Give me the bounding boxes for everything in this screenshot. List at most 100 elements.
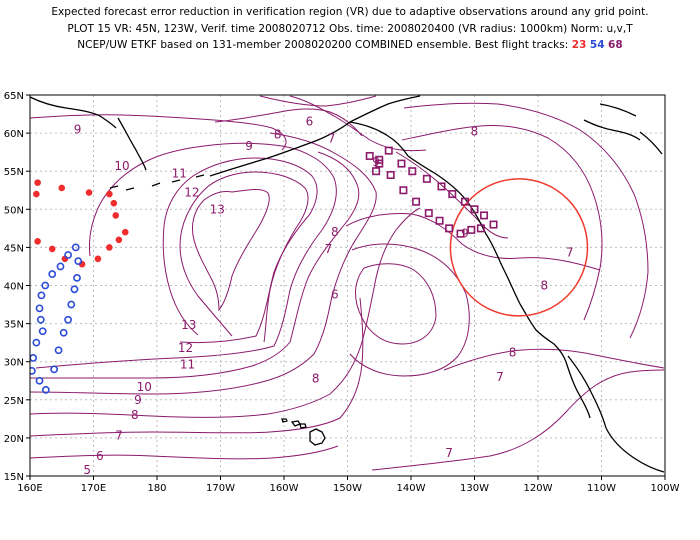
title-line-2: PLOT 15 VR: 45N, 123W, Verif. time 20080… [67, 22, 633, 35]
contour-value-label: 12 [178, 341, 193, 355]
track-54-marker [64, 251, 72, 259]
contour-value-label: 9 [245, 139, 253, 153]
lon-tick-label: 180 [147, 483, 166, 494]
coast-nw-territories [599, 103, 663, 155]
track-a-legend: 23 [571, 39, 587, 51]
coast-baja-peninsula [565, 361, 591, 419]
track-68-marker [467, 225, 476, 234]
hawaii-maui-oahu [281, 418, 307, 429]
contour-value-label: 8 [274, 128, 282, 142]
track-b-legend: 54 [589, 39, 605, 51]
title-line-3-prefix: NCEP/UW ETKF based on 131-member 2008020… [77, 39, 569, 51]
contour-lines [30, 95, 665, 471]
contour-value-label: 9 [461, 227, 469, 241]
track-23-marker [34, 238, 41, 245]
track-23-marker [16, 227, 23, 234]
track-54-marker [35, 376, 44, 385]
coast-sea-of-okhotsk [30, 96, 117, 129]
coast-gulf-of-california [567, 355, 607, 429]
lon-tick-label: 160E [17, 483, 42, 494]
track-68-marker [448, 190, 457, 199]
track-68-marker [412, 197, 421, 206]
track-54-marker [67, 300, 76, 309]
contour-value-label: 6 [96, 449, 104, 463]
contour-10 [35, 142, 337, 369]
contour-9-east [395, 151, 509, 239]
coastlines [30, 95, 665, 473]
contour-7-far-south [371, 369, 665, 471]
coast-bc-pacific-nw [407, 155, 521, 305]
track-23-marker [106, 244, 113, 251]
flight-track-23 [16, 179, 129, 268]
track-54-marker [41, 385, 50, 394]
contour-value-label: 7 [566, 246, 574, 260]
track-54-marker [35, 304, 44, 313]
coast-kamchatka [117, 117, 147, 171]
contour-value-label: 9 [134, 393, 142, 407]
track-54-marker [74, 257, 83, 266]
track-23-marker [85, 189, 93, 196]
contour-value-label: 7 [496, 370, 504, 384]
contour-value-label: 6 [331, 288, 339, 302]
contour-13-closed [191, 189, 270, 312]
lon-tick-label: 110W [587, 483, 616, 494]
track-23-marker [58, 184, 66, 192]
lat-tick-label: 20N [4, 434, 24, 445]
lat-tick-label: 30N [4, 358, 24, 369]
contour-8-west [30, 132, 377, 395]
graticule [30, 95, 665, 476]
axes: 160E 170E 180 170W 160W 150W 140W 130W 120W 110W 1… [4, 91, 680, 494]
track-23-marker [115, 236, 123, 244]
track-23-marker [112, 212, 120, 219]
contour-value-label: 8 [312, 371, 320, 385]
contour-value-label: 9 [372, 155, 380, 169]
lon-tick-label: 160W [270, 483, 299, 494]
contour-8-upper [214, 108, 363, 137]
coast-aleutian-chain [109, 174, 205, 191]
lat-tick-label: 15N [4, 472, 24, 483]
lon-tick-label: 170E [81, 483, 106, 494]
lon-tick-label: 140W [397, 483, 426, 494]
contour-7-ne [403, 102, 649, 339]
title-line-3: NCEP/UW ETKF based on 131-member 2008020… [0, 37, 700, 54]
lat-tick-label: 40N [4, 282, 24, 293]
track-68-marker [422, 174, 431, 183]
lat-tick-label: 55N [4, 167, 24, 178]
track-54-marker [70, 285, 79, 294]
contour-value-label: 11 [172, 166, 187, 180]
lat-tick-label: 35N [4, 320, 24, 331]
coast-gulf-of-alaska [349, 121, 409, 157]
track-c-legend: 68 [608, 39, 623, 51]
contour-value-label: 7 [328, 131, 336, 145]
contour-value-label: 5 [83, 463, 91, 477]
contour-value-label: 12 [184, 186, 199, 200]
track-23-marker [94, 255, 102, 263]
track-68-marker [384, 146, 393, 155]
lon-tick-label: 100W [651, 483, 680, 494]
track-68-marker [470, 205, 479, 214]
lon-tick-label: 120W [524, 483, 553, 494]
lat-tick-label: 50N [4, 205, 24, 216]
title-line-1: Expected forecast error reduction in ver… [51, 6, 649, 18]
track-54-marker [36, 315, 45, 324]
track-68-marker [489, 220, 498, 229]
track-23-marker [110, 199, 118, 207]
contour-value-label: 10 [137, 380, 152, 394]
flight-track-54 [30, 243, 83, 394]
contour-value-label: 8 [471, 125, 479, 139]
track-68-marker [365, 151, 374, 160]
track-68-marker [480, 211, 489, 220]
track-68-marker [476, 224, 485, 233]
contour-5 [30, 445, 339, 460]
track-68-marker [424, 209, 433, 218]
track-68-marker [399, 186, 408, 195]
track-68-marker [372, 167, 381, 176]
track-54-marker [38, 327, 47, 336]
track-68-marker [437, 182, 446, 191]
lat-tick-label: 25N [4, 396, 24, 407]
contour-8-mid [345, 213, 601, 271]
contour-value-label: 10 [114, 159, 129, 173]
track-54-marker [73, 273, 81, 282]
